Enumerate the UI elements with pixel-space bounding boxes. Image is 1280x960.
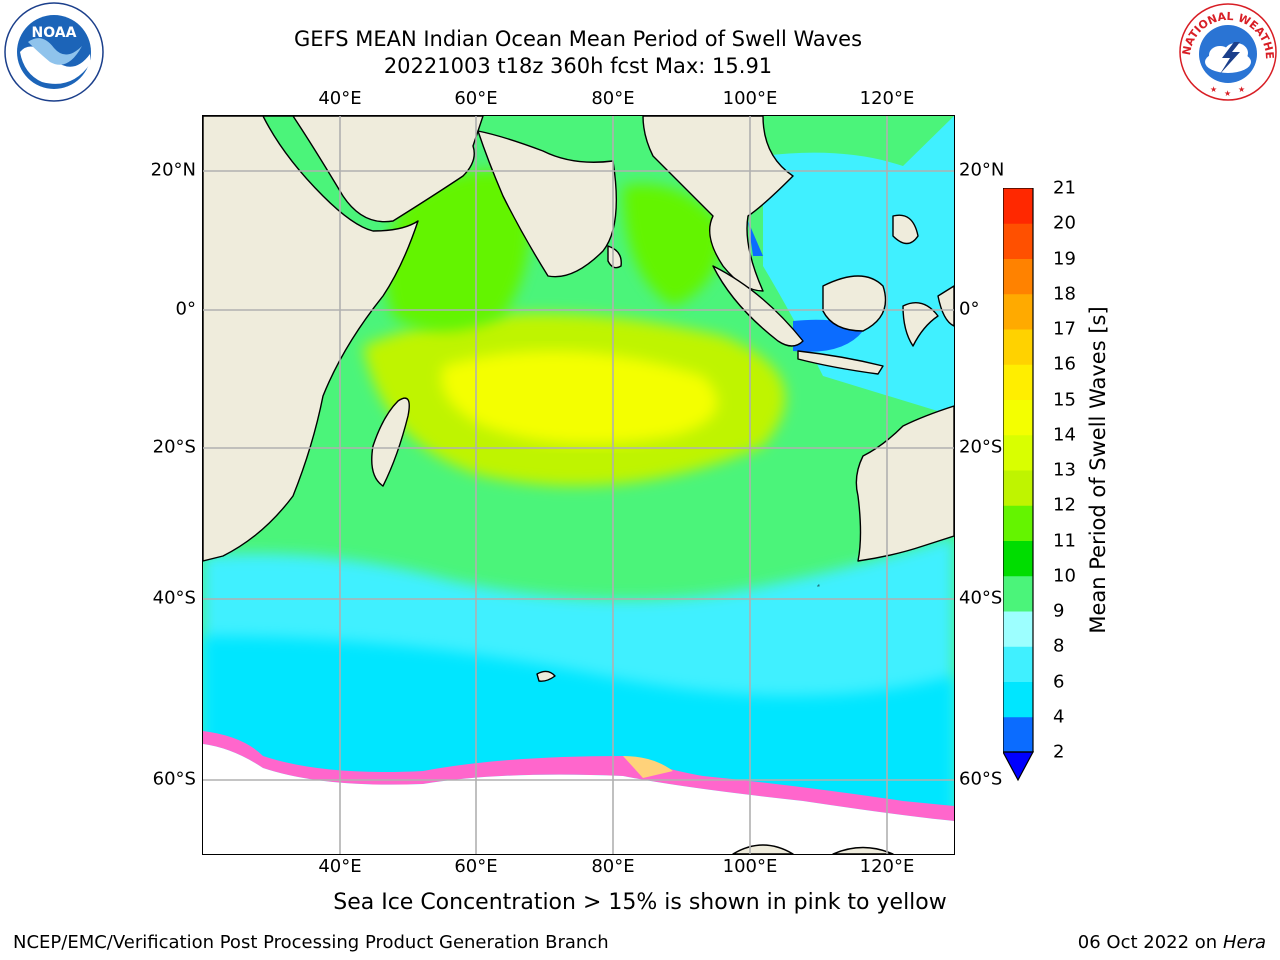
noaa-logo-icon: NOAA bbox=[4, 2, 104, 102]
land-masses bbox=[203, 116, 954, 854]
colorbar-tick-label: 16 bbox=[1053, 353, 1076, 375]
lat-label-left: 60°S bbox=[152, 768, 196, 790]
colorbar-segment bbox=[1003, 258, 1033, 295]
colorbar bbox=[1003, 188, 1035, 782]
nws-logo-icon: NATIONAL WEATHER SERVICE ★ ★ ★ bbox=[1178, 2, 1277, 101]
kerguelen bbox=[536, 670, 556, 682]
lon-label-top: 80°E bbox=[591, 88, 635, 109]
colorbar-tick-label: 6 bbox=[1053, 671, 1065, 692]
colorbar-tick-label: 15 bbox=[1053, 389, 1076, 410]
colorbar-tick-label: 4 bbox=[1053, 706, 1065, 728]
antarctica-2 bbox=[832, 846, 894, 854]
colorbar-segment bbox=[1003, 505, 1033, 541]
lon-label-bottom: 80°E bbox=[591, 856, 635, 877]
lat-label-left: 20°N bbox=[150, 159, 196, 181]
colorbar-segment bbox=[1003, 399, 1033, 436]
colorbar-tick-label: 12 bbox=[1053, 494, 1076, 516]
sea-ice-footnote: Sea Ice Concentration > 15% is shown in … bbox=[333, 890, 947, 915]
colorbar-tick-label: 10 bbox=[1053, 565, 1076, 587]
datestamp: 06 Oct 2022 on Hera bbox=[1078, 932, 1266, 953]
antarctica bbox=[732, 844, 794, 854]
lat-label-left: 20°S bbox=[152, 436, 196, 458]
lat-label-right: 20°N bbox=[959, 159, 1005, 181]
colorbar-segment bbox=[1003, 646, 1033, 682]
sumatra bbox=[712, 265, 804, 347]
colorbar-segment bbox=[1003, 329, 1033, 365]
lat-label-left: 0° bbox=[175, 298, 196, 320]
colorbar-tick-label: 13 bbox=[1053, 459, 1076, 481]
lon-label-top: 60°E bbox=[454, 88, 498, 109]
lat-label-left: 40°S bbox=[152, 587, 196, 609]
australia bbox=[855, 405, 954, 562]
colorbar-segments bbox=[1003, 188, 1033, 753]
colorbar-tick-label: 9 bbox=[1053, 600, 1065, 622]
borneo bbox=[822, 275, 887, 332]
sea-ice-edge bbox=[203, 731, 954, 821]
colorbar-frame bbox=[1003, 188, 1034, 753]
datestamp-date: 06 Oct 2022 on bbox=[1077, 932, 1218, 953]
lon-label-bottom: 100°E bbox=[722, 856, 778, 877]
svg-text:★: ★ bbox=[1224, 89, 1231, 98]
colorbar-segment bbox=[1003, 188, 1033, 224]
colorbar-segment bbox=[1003, 223, 1033, 259]
chart-subtitle: 20221003 t18z 360h fcst Max: 15.91 bbox=[383, 54, 773, 78]
philippines bbox=[892, 214, 919, 245]
map-canvas bbox=[203, 116, 954, 854]
lon-label-top: 100°E bbox=[722, 88, 778, 109]
chart-title: GEFS MEAN Indian Ocean Mean Period of Sw… bbox=[293, 27, 863, 51]
lat-label-right: 40°S bbox=[959, 587, 1003, 609]
colorbar-tick-label: 11 bbox=[1053, 530, 1076, 551]
swell-period-map bbox=[202, 115, 955, 855]
java bbox=[797, 350, 884, 375]
lat-label-right: 0° bbox=[959, 298, 980, 320]
colorbar-tick-label: 17 bbox=[1053, 318, 1076, 340]
colorbar-segment bbox=[1003, 434, 1033, 471]
colorbar-segment bbox=[1003, 364, 1033, 400]
lat-label-right: 20°S bbox=[959, 436, 1003, 458]
colorbar-segment bbox=[1003, 681, 1033, 718]
colorbar-tick-label: 18 bbox=[1053, 283, 1076, 305]
colorbar-tick-label: 2 bbox=[1053, 741, 1065, 763]
colorbar-segment bbox=[1003, 575, 1033, 612]
colorbar-segment bbox=[1003, 716, 1033, 753]
india bbox=[477, 130, 617, 278]
colorbar-tick-label: 19 bbox=[1053, 248, 1076, 269]
africa bbox=[203, 116, 419, 562]
colorbar-tick-label: 20 bbox=[1053, 212, 1076, 234]
colorbar-segment bbox=[1003, 611, 1033, 647]
colorbar-segment bbox=[1003, 540, 1033, 577]
gulf-of-thailand bbox=[748, 221, 763, 256]
lon-label-top: 120°E bbox=[859, 88, 915, 109]
sea-ice-yellow-patch bbox=[623, 756, 673, 778]
colorbar-tick-label: 21 bbox=[1053, 177, 1076, 199]
colorbar-tick-label: 8 bbox=[1053, 635, 1065, 657]
madagascar bbox=[371, 397, 410, 487]
colorbar-segment bbox=[1003, 470, 1033, 506]
svg-text:★: ★ bbox=[1210, 85, 1217, 94]
sri-lanka bbox=[607, 245, 622, 269]
graticule bbox=[203, 116, 954, 854]
colorbar-extend-min bbox=[1003, 751, 1035, 782]
new-guinea bbox=[937, 285, 954, 327]
lon-label-bottom: 60°E bbox=[454, 856, 498, 877]
credit-line: NCEP/EMC/Verification Post Processing Pr… bbox=[13, 932, 609, 953]
lon-label-bottom: 40°E bbox=[318, 856, 362, 877]
colorbar-tick-label: 14 bbox=[1053, 424, 1076, 446]
sulawesi bbox=[902, 302, 939, 347]
lat-label-right: 60°S bbox=[959, 768, 1003, 790]
noaa-logo-text: NOAA bbox=[32, 25, 77, 41]
arabia bbox=[203, 116, 484, 223]
colorbar-label: Mean Period of Swell Waves [s] bbox=[1086, 306, 1110, 634]
datestamp-host: Hera bbox=[1222, 932, 1266, 953]
lon-label-bottom: 120°E bbox=[859, 856, 915, 877]
svg-text:★: ★ bbox=[1238, 85, 1245, 94]
colorbar-segment bbox=[1003, 293, 1033, 330]
lon-label-top: 40°E bbox=[318, 88, 362, 109]
sea-ice-interior bbox=[203, 744, 954, 854]
